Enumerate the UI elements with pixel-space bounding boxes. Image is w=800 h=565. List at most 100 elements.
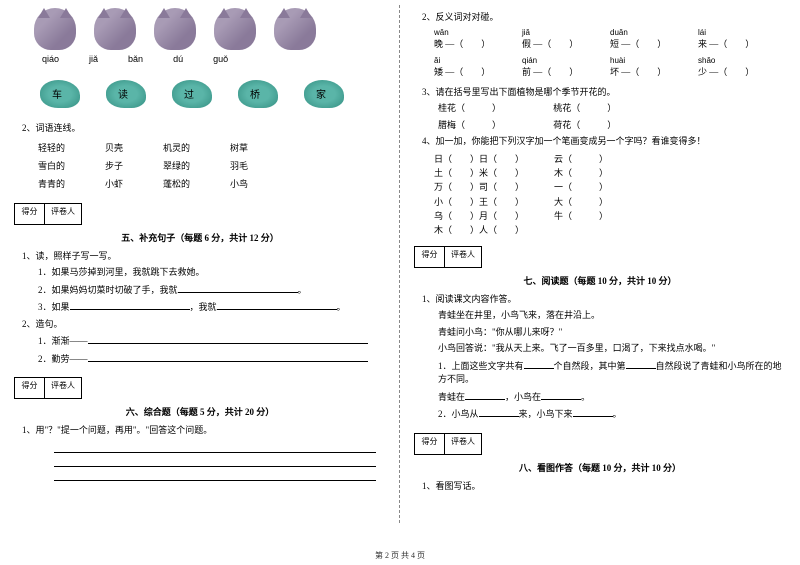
blank[interactable] bbox=[479, 407, 519, 417]
plant-row: 桂花（ ） 桃花（ ） bbox=[438, 102, 786, 116]
fill-blank: 1．上面这些文字共有个自然段，其中第自然段说了青蛙和小鸟所在的地方不同。 bbox=[438, 359, 786, 387]
antonym: wǎn晚 —（ ） bbox=[434, 28, 522, 50]
passage: 小鸟回答说："我从天上来。飞了一百多里，口渴了，下来找点水喝。" bbox=[438, 342, 786, 356]
antonym: lái来 —（ ） bbox=[698, 28, 786, 50]
word: 机灵的 bbox=[163, 141, 190, 154]
word: 贝壳 bbox=[105, 141, 123, 154]
question: 1、读，照样子写一写。 bbox=[22, 250, 386, 264]
left-column: qiáo jiǎ bǎn dú guǒ 车 读 过 桥 家 2、词语连线。 轻轻… bbox=[0, 0, 400, 540]
column-divider bbox=[399, 5, 400, 523]
word: 树草 bbox=[230, 141, 248, 154]
sentence-make: 1．渐渐—— bbox=[38, 334, 386, 349]
score-label: 得分 bbox=[15, 378, 45, 398]
score-label: 得分 bbox=[15, 204, 45, 224]
blank[interactable] bbox=[465, 390, 505, 400]
pinyin: qiáo bbox=[42, 54, 59, 64]
blank[interactable] bbox=[178, 283, 298, 293]
stroke-row: 木（ ）人（ ） bbox=[434, 223, 786, 237]
pinyin: jiǎ bbox=[89, 54, 98, 64]
antonym-row: wǎn晚 —（ ） jiǎ假 —（ ） duǎn短 —（ ） lái来 —（ ） bbox=[434, 28, 786, 50]
answer-line[interactable] bbox=[54, 455, 376, 467]
antonym: ǎi矮 —（ ） bbox=[434, 56, 522, 78]
cat-image bbox=[274, 8, 316, 50]
pinyin-row: qiáo jiǎ bǎn dú guǒ bbox=[42, 54, 386, 64]
grader-label: 评卷人 bbox=[445, 434, 481, 454]
antonym: shǎo少 —（ ） bbox=[698, 56, 786, 78]
blank[interactable] bbox=[573, 407, 613, 417]
antonym: qián前 —（ ） bbox=[522, 56, 610, 78]
fill-blank: 2．小鸟从来，小鸟下来。 bbox=[438, 407, 786, 422]
word: 蓬松的 bbox=[163, 177, 190, 190]
word: 轻轻的 bbox=[38, 141, 65, 154]
stroke-row: 土（ ）米（ ）木（ ） bbox=[434, 166, 786, 180]
word: 青青的 bbox=[38, 177, 65, 190]
word: 小鸟 bbox=[230, 177, 248, 190]
pinyin: dú bbox=[173, 54, 183, 64]
cat-image bbox=[214, 8, 256, 50]
question: 1、用"？"提一个问题，再用"。"回答这个问题。 bbox=[22, 424, 386, 438]
stroke-row: 日（ ）日（ ）云（ ） bbox=[434, 152, 786, 166]
passage: 青蛙坐在井里，小鸟飞来，落在井沿上。 bbox=[438, 309, 786, 323]
question: 1、阅读课文内容作答。 bbox=[422, 293, 786, 307]
stroke-row: 乌（ ）月（ ）牛（ ） bbox=[434, 209, 786, 223]
blank[interactable] bbox=[88, 334, 368, 344]
blank[interactable] bbox=[70, 300, 190, 310]
section-7-title: 七、阅读题（每题 10 分，共计 10 分） bbox=[414, 274, 786, 287]
section-5-title: 五、补充句子（每题 6 分，共计 12 分） bbox=[14, 231, 386, 244]
answer-line[interactable] bbox=[54, 469, 376, 481]
cat-image bbox=[154, 8, 196, 50]
fish-image: 过 bbox=[166, 76, 218, 112]
score-box: 得分 评卷人 bbox=[414, 433, 482, 455]
blank[interactable] bbox=[88, 352, 368, 362]
score-label: 得分 bbox=[415, 247, 445, 267]
word: 翠绿的 bbox=[163, 159, 190, 172]
word: 羽毛 bbox=[230, 159, 248, 172]
word: 雪白的 bbox=[38, 159, 65, 172]
connection-row: 轻轻的 贝壳 机灵的 树草 bbox=[38, 141, 386, 154]
score-box: 得分 评卷人 bbox=[14, 377, 82, 399]
blank[interactable] bbox=[626, 359, 656, 369]
grader-label: 评卷人 bbox=[445, 247, 481, 267]
word: 步子 bbox=[105, 159, 123, 172]
fill-blank: 2．如果妈妈切菜时切破了手，我就。 bbox=[38, 283, 386, 298]
pinyin: guǒ bbox=[213, 54, 228, 64]
fill-blank: 青蛙在，小鸟在。 bbox=[438, 390, 786, 405]
antonym: huài坏 —（ ） bbox=[610, 56, 698, 78]
item-title: 2、词语连线。 bbox=[22, 122, 386, 136]
sentence-make: 2．勤劳—— bbox=[38, 352, 386, 367]
fish-image: 家 bbox=[298, 76, 350, 112]
blank[interactable] bbox=[217, 300, 337, 310]
section-8-title: 八、看图作答（每题 10 分，共计 10 分） bbox=[414, 461, 786, 474]
stroke-row: 小（ ）王（ ）大（ ） bbox=[434, 195, 786, 209]
item-title: 2、反义词对对碰。 bbox=[422, 11, 786, 25]
cat-row bbox=[34, 8, 386, 50]
antonym-row: ǎi矮 —（ ） qián前 —（ ） huài坏 —（ ） shǎo少 —（ … bbox=[434, 56, 786, 78]
connection-row: 青青的 小虾 蓬松的 小鸟 bbox=[38, 177, 386, 190]
fish-image: 桥 bbox=[232, 76, 284, 112]
word: 小虾 bbox=[105, 177, 123, 190]
item-title: 3、请在括号里写出下面植物是哪个季节开花的。 bbox=[422, 86, 786, 100]
question: 1、看图写话。 bbox=[422, 480, 786, 494]
antonym: jiǎ假 —（ ） bbox=[522, 28, 610, 50]
antonym: duǎn短 —（ ） bbox=[610, 28, 698, 50]
item-title: 4、加一加，你能把下列汉字加一个笔画变成另一个字吗？看谁变得多！ bbox=[422, 135, 786, 149]
section-6-title: 六、综合题（每题 5 分，共计 20 分） bbox=[14, 405, 386, 418]
fish-image: 车 bbox=[34, 76, 86, 112]
fish-image: 读 bbox=[100, 76, 152, 112]
answer-line[interactable] bbox=[54, 441, 376, 453]
plant-row: 腊梅（ ） 荷花（ ） bbox=[438, 119, 786, 133]
cat-image bbox=[94, 8, 136, 50]
blank[interactable] bbox=[541, 390, 581, 400]
fill-blank: 3．如果，我就。 bbox=[38, 300, 386, 315]
score-box: 得分 评卷人 bbox=[414, 246, 482, 268]
example: 1．如果马莎掉到河里，我就跳下去救她。 bbox=[38, 266, 386, 280]
passage: 青蛙问小鸟："你从哪儿来呀？" bbox=[438, 326, 786, 340]
question: 2、造句。 bbox=[22, 318, 386, 332]
score-box: 得分 评卷人 bbox=[14, 203, 82, 225]
blank[interactable] bbox=[524, 359, 554, 369]
score-label: 得分 bbox=[415, 434, 445, 454]
right-column: 2、反义词对对碰。 wǎn晚 —（ ） jiǎ假 —（ ） duǎn短 —（ ）… bbox=[400, 0, 800, 540]
connection-row: 雪白的 步子 翠绿的 羽毛 bbox=[38, 159, 386, 172]
grader-label: 评卷人 bbox=[45, 204, 81, 224]
grader-label: 评卷人 bbox=[45, 378, 81, 398]
